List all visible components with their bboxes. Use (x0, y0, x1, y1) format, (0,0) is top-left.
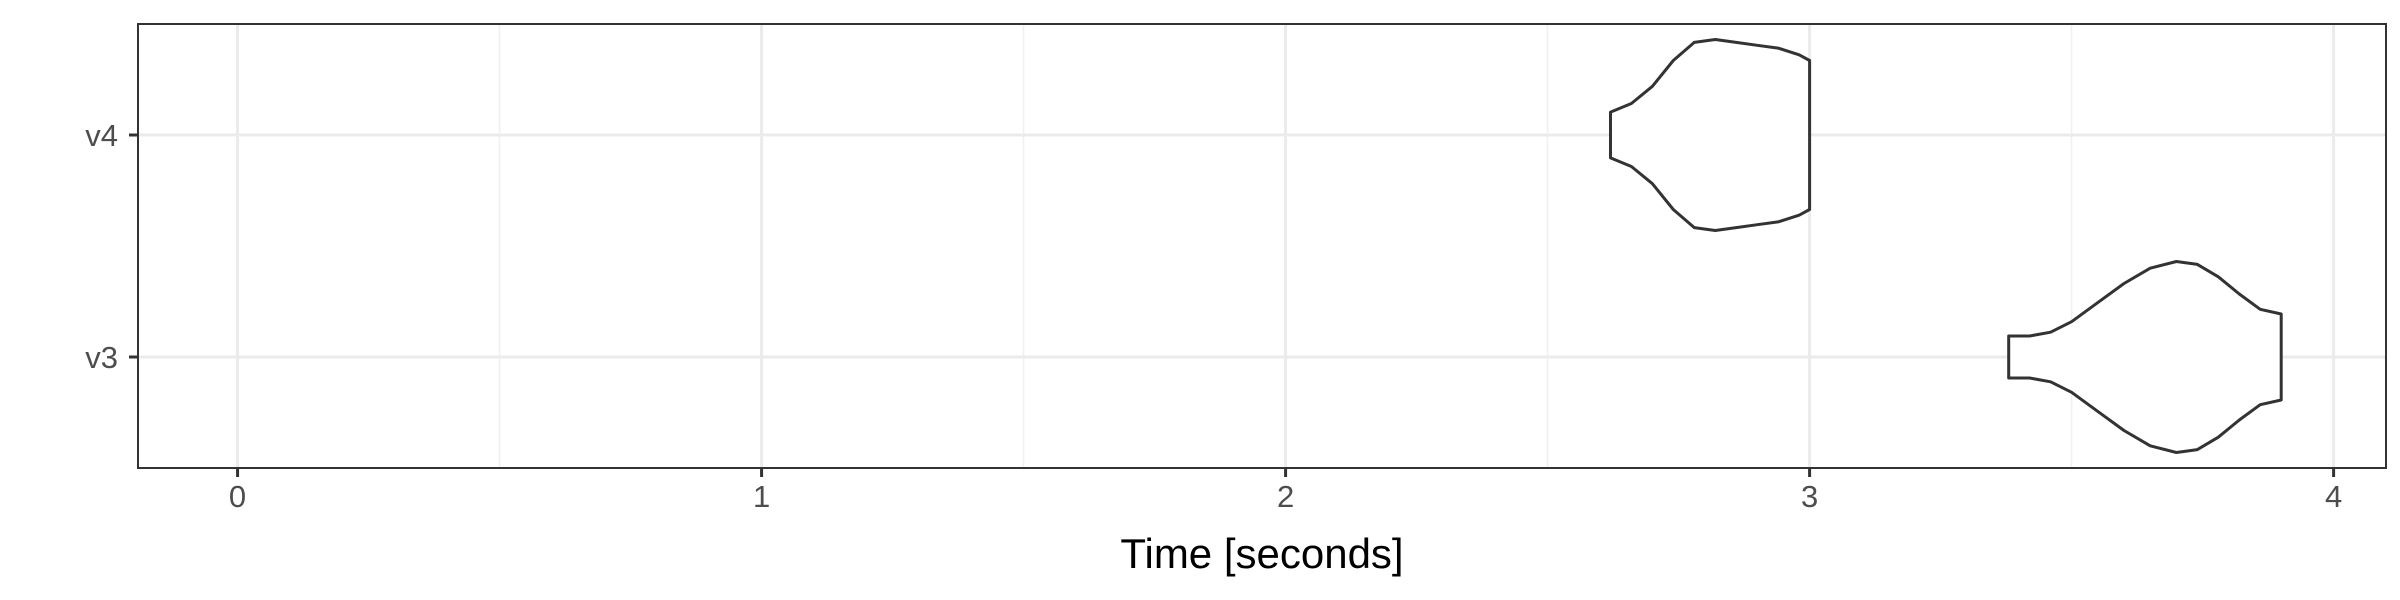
x-tick-label: 4 (2325, 479, 2342, 514)
x-tick-label: 1 (753, 479, 770, 514)
x-axis-title: Time [seconds] (1120, 530, 1403, 577)
violins (1609, 38, 2283, 454)
plot-background (138, 24, 2386, 468)
y-tick-label: v3 (85, 340, 118, 375)
y-axis-ticks: v3 v4 (85, 118, 138, 375)
x-tick-label: 0 (229, 479, 246, 514)
x-axis-ticks: 0 1 2 3 4 (229, 468, 2342, 514)
violin-v4 (1609, 38, 1812, 232)
violin-v3 (2007, 260, 2283, 454)
y-tick-label: v4 (85, 118, 118, 153)
x-tick-label: 3 (1801, 479, 1818, 514)
x-tick-label: 2 (1277, 479, 1294, 514)
plot-panel-border (137, 23, 2387, 469)
